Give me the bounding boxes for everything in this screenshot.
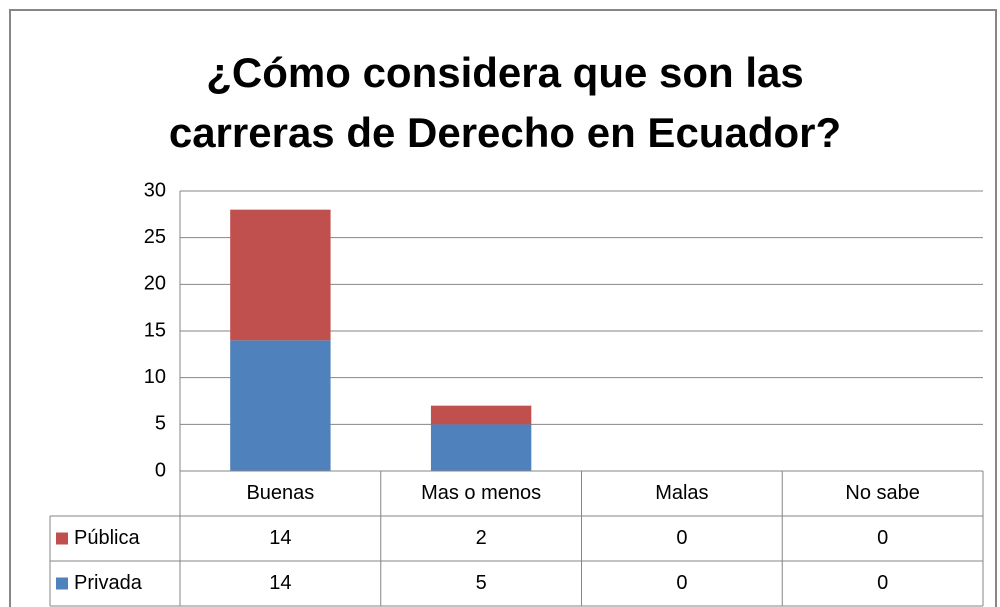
- x-tick-label: Malas: [655, 482, 708, 504]
- x-tick-label: Mas o menos: [421, 482, 541, 504]
- table-value: 0: [877, 527, 888, 549]
- bar-segment: [430, 405, 532, 425]
- bar-segment: [230, 209, 331, 341]
- chart-border: [9, 9, 997, 607]
- legend-swatch: [56, 577, 68, 590]
- y-tick-label: 0: [155, 459, 166, 481]
- y-tick-label: 5: [155, 413, 166, 435]
- y-tick-label: 20: [144, 273, 166, 295]
- bar-segment: [430, 424, 532, 471]
- table-value: 0: [676, 572, 687, 594]
- chart-title: carreras de Derecho en Ecuador?: [169, 109, 841, 156]
- table-value: 5: [476, 572, 487, 594]
- x-tick-label: No sabe: [845, 482, 920, 504]
- y-tick-label: 25: [144, 226, 166, 248]
- legend-label: Privada: [74, 572, 143, 594]
- y-tick-label: 30: [144, 179, 166, 201]
- x-tick-label: Buenas: [246, 482, 314, 504]
- y-tick-label: 10: [144, 366, 166, 388]
- legend-label: Pública: [74, 527, 140, 549]
- legend-swatch: [56, 532, 68, 545]
- table-value: 14: [269, 572, 291, 594]
- table-value: 2: [476, 527, 487, 549]
- chart-title: ¿Cómo considera que son las: [206, 49, 803, 96]
- y-tick-label: 15: [144, 319, 166, 341]
- table-value: 0: [676, 527, 687, 549]
- table-value: 0: [877, 572, 888, 594]
- bar-segment: [230, 340, 331, 471]
- table-value: 14: [269, 527, 291, 549]
